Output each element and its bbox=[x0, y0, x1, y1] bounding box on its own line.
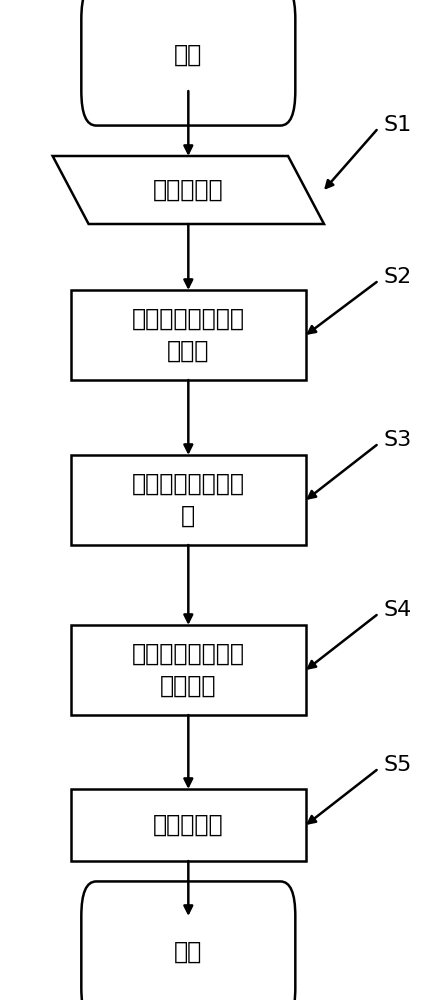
Text: S4: S4 bbox=[383, 600, 411, 620]
Text: 识别外凸型折弯圆
弧: 识别外凸型折弯圆 弧 bbox=[132, 472, 245, 528]
Text: 弯边面识别: 弯边面识别 bbox=[153, 813, 224, 837]
Bar bbox=[71, 455, 306, 545]
Text: S2: S2 bbox=[383, 267, 411, 287]
FancyBboxPatch shape bbox=[81, 0, 295, 126]
Text: S5: S5 bbox=[383, 755, 411, 775]
Polygon shape bbox=[53, 156, 324, 224]
Text: 结束: 结束 bbox=[174, 940, 202, 964]
Text: 加载腹板面: 加载腹板面 bbox=[153, 178, 224, 202]
Text: S1: S1 bbox=[383, 115, 411, 135]
FancyBboxPatch shape bbox=[81, 881, 295, 1000]
Text: 开始: 开始 bbox=[174, 43, 202, 67]
Bar bbox=[71, 625, 306, 715]
Text: 提取折弯圆弧的邻
边及邻面: 提取折弯圆弧的邻 边及邻面 bbox=[132, 642, 245, 698]
Bar bbox=[71, 290, 306, 380]
Text: S3: S3 bbox=[383, 430, 411, 450]
Text: 提取腹板面的邻边
及邻面: 提取腹板面的邻边 及邻面 bbox=[132, 307, 245, 363]
Bar bbox=[71, 789, 306, 861]
